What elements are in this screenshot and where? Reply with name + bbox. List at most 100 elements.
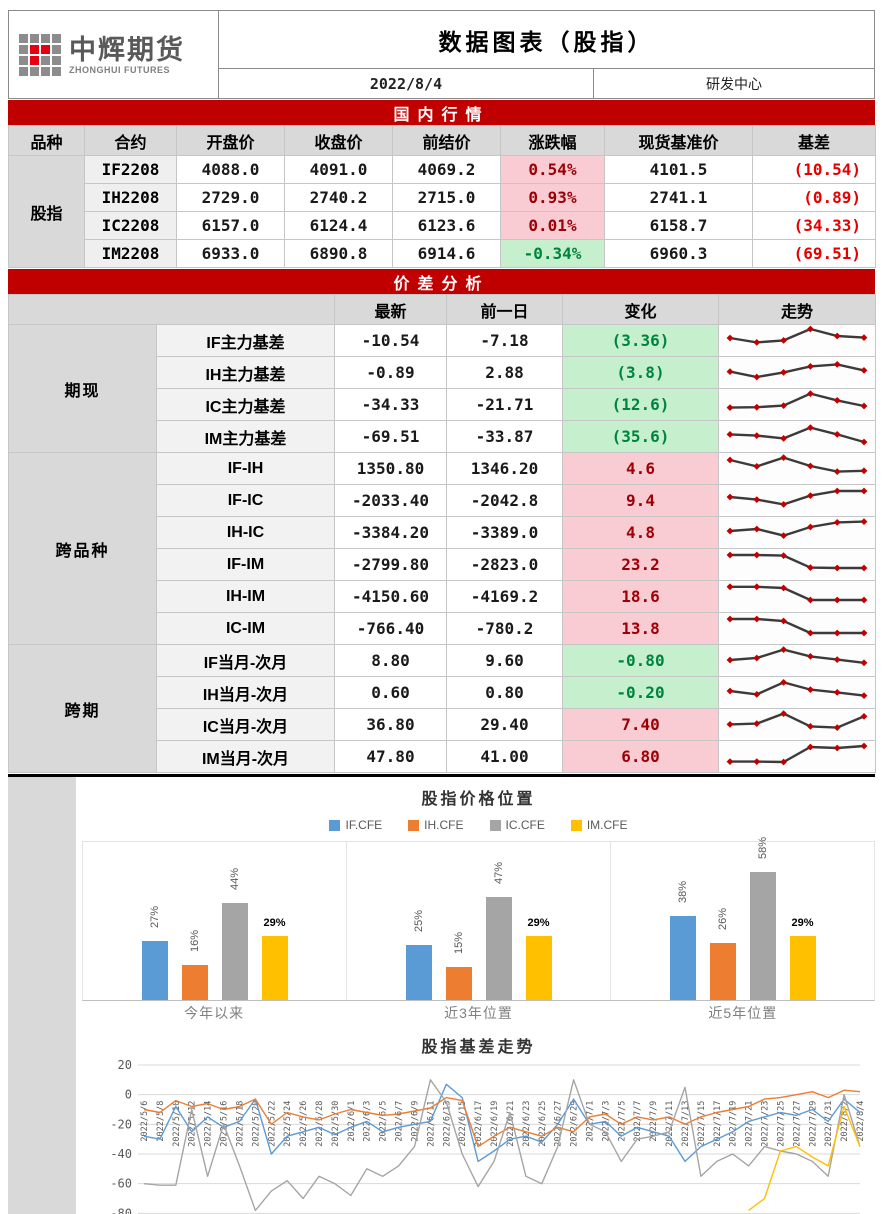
sparkline-chart <box>726 518 868 539</box>
logo-square <box>30 44 39 54</box>
x-axis-tick-label: 2022/7/1 <box>586 1101 596 1142</box>
charts-area: 股指价格位置 IF.CFE IH.CFE IC.CFE IM.CFE 27% 16% 44… <box>8 777 875 1214</box>
change-cell: (3.8) <box>562 356 719 389</box>
x-axis-tick-label: 2022/5/24 <box>283 1101 293 1147</box>
spot-benchmark-cell: 6158.7 <box>604 211 753 240</box>
x-axis-tick-label: 2022/7/25 <box>776 1101 786 1147</box>
x-axis-tick-label: 2022/7/27 <box>792 1101 802 1147</box>
market-table-header-row: 品种 合约 开盘价 收盘价 前结价 涨跌幅 现货基准价 基差 <box>8 125 876 156</box>
bar <box>749 872 776 1000</box>
spread-table-row: IH-IC -3384.20 -3389.0 4.8 <box>9 516 876 549</box>
spread-table-header-row: 最新 前一日 变化 走势 <box>8 294 876 325</box>
legend-swatch-icon <box>570 819 582 831</box>
bar-wrapper: 44% <box>221 868 248 1000</box>
y-axis-tick-label: 0 <box>125 1088 132 1102</box>
previous-cell: 2.88 <box>446 356 563 389</box>
x-axis-tick-label: 2022/6/19 <box>490 1101 500 1147</box>
logo-square <box>41 55 50 65</box>
close-price-cell: 4091.0 <box>284 155 393 184</box>
group-cell: 跨品种 <box>8 452 157 645</box>
latest-cell: -2033.40 <box>334 484 447 517</box>
change-cell: 23.2 <box>562 548 719 581</box>
column-header: 现货基准价 <box>604 125 753 156</box>
basis-trend-line-chart: 股指基差走势 200-20-40-60-80-1002022/5/62022/5… <box>82 1025 875 1214</box>
change-cell: 4.6 <box>562 452 719 485</box>
sparkline-chart <box>726 615 868 637</box>
latest-cell: -10.54 <box>334 324 447 357</box>
logo-square <box>41 33 50 43</box>
logo-square <box>19 55 28 65</box>
legend-swatch-icon <box>489 819 501 831</box>
column-header: 品种 <box>8 125 85 156</box>
change-cell: -0.20 <box>562 676 719 709</box>
x-axis-tick-label: 2022/5/8 <box>156 1101 166 1142</box>
change-pct-cell: 0.54% <box>500 155 605 184</box>
spread-table-row: 跨品种 IF-IH 1350.80 1346.20 4.6 <box>8 452 876 645</box>
charts-column: 股指价格位置 IF.CFE IH.CFE IC.CFE IM.CFE 27% 16% 44… <box>76 777 875 1214</box>
spread-label-cell: IH主力基差 <box>156 356 335 389</box>
contract-cell: IF2208 <box>84 155 177 184</box>
spread-label-cell: IF-IM <box>156 548 335 581</box>
spread-label-cell: IM主力基差 <box>156 420 335 453</box>
basis-cell: (0.89) <box>752 183 876 212</box>
page-title: 数据图表（股指） <box>219 11 874 69</box>
previous-cell: -33.87 <box>446 420 563 453</box>
trend-sparkline-cell <box>718 516 876 549</box>
open-price-cell: 6933.0 <box>176 239 285 268</box>
x-axis-tick-label: 2022/7/31 <box>824 1101 834 1147</box>
logo-square <box>30 66 39 76</box>
bar-value-label: 29% <box>791 917 814 930</box>
x-axis-tick-label: 2022/6/1 <box>347 1101 357 1142</box>
legend-item: IM.CFE <box>570 817 628 833</box>
category-label: 今年以来 <box>184 1005 245 1021</box>
change-cell: 6.80 <box>562 740 719 773</box>
spread-table-row: IC主力基差 -34.33 -21.71 (12.6) <box>9 388 876 421</box>
change-cell: 7.40 <box>562 708 719 741</box>
change-pct-cell: -0.34% <box>500 239 605 268</box>
sparkline-chart <box>726 361 868 381</box>
y-axis-tick-label: -20 <box>110 1117 132 1131</box>
legend-swatch-icon <box>329 819 341 831</box>
spread-label-cell: IC-IM <box>156 612 335 645</box>
bar-chart-categories: 今年以来 近3年位置 近5年位置 <box>82 1001 875 1025</box>
latest-cell: 36.80 <box>334 708 447 741</box>
spread-label-cell: IF主力基差 <box>156 324 335 357</box>
x-axis-tick-label: 2022/6/11 <box>426 1101 436 1147</box>
x-axis-tick-label: 2022/6/21 <box>506 1101 516 1147</box>
bar-wrapper: 15% <box>445 932 472 1000</box>
open-price-cell: 2729.0 <box>176 183 285 212</box>
change-cell: (3.36) <box>562 324 719 357</box>
x-axis-tick-label: 2022/7/7 <box>633 1101 643 1142</box>
spread-table-row: IF-IC -2033.40 -2042.8 9.4 <box>9 484 876 517</box>
latest-cell: -766.40 <box>334 612 447 645</box>
report-header: 中辉期货 ZHONGHUI FUTURES 数据图表（股指） 2022/8/4 … <box>8 10 875 99</box>
x-axis-tick-label: 2022/5/12 <box>188 1101 198 1147</box>
bar-wrapper: 47% <box>485 862 512 1000</box>
trend-sparkline-cell <box>718 356 876 389</box>
bar-value-label: 15% <box>452 931 465 955</box>
left-gray-strip <box>8 777 76 1214</box>
change-pct-cell: 0.01% <box>500 211 605 240</box>
spread-table-row: IH当月-次月 0.60 0.80 -0.20 <box>9 676 876 709</box>
column-header: 收盘价 <box>284 125 393 156</box>
variety-cell: 股指 <box>8 155 85 268</box>
y-axis-tick-label: -40 <box>110 1147 132 1161</box>
legend-item: IC.CFE <box>489 817 545 833</box>
bar-value-label: 38% <box>676 881 689 904</box>
x-axis-tick-label: 2022/6/3 <box>363 1101 373 1142</box>
bar-wrapper: 38% <box>669 881 696 1000</box>
x-axis-tick-label: 2022/6/9 <box>410 1101 420 1142</box>
spread-table-row: IM当月-次月 47.80 41.00 6.80 <box>9 740 876 773</box>
x-axis-tick-label: 2022/5/14 <box>204 1101 214 1147</box>
contract-cell: IM2208 <box>84 239 177 268</box>
section-divider <box>8 774 875 777</box>
bar <box>445 967 472 1000</box>
trend-sparkline-cell <box>718 740 876 773</box>
line-series <box>748 1105 861 1211</box>
price-position-bar-chart: 股指价格位置 IF.CFE IH.CFE IC.CFE IM.CFE 27% 16% 44… <box>82 777 875 1025</box>
column-header: 走势 <box>718 294 876 325</box>
logo-square <box>52 44 61 54</box>
x-axis-tick-label: 2022/7/29 <box>808 1101 818 1147</box>
logo-square <box>41 44 50 54</box>
